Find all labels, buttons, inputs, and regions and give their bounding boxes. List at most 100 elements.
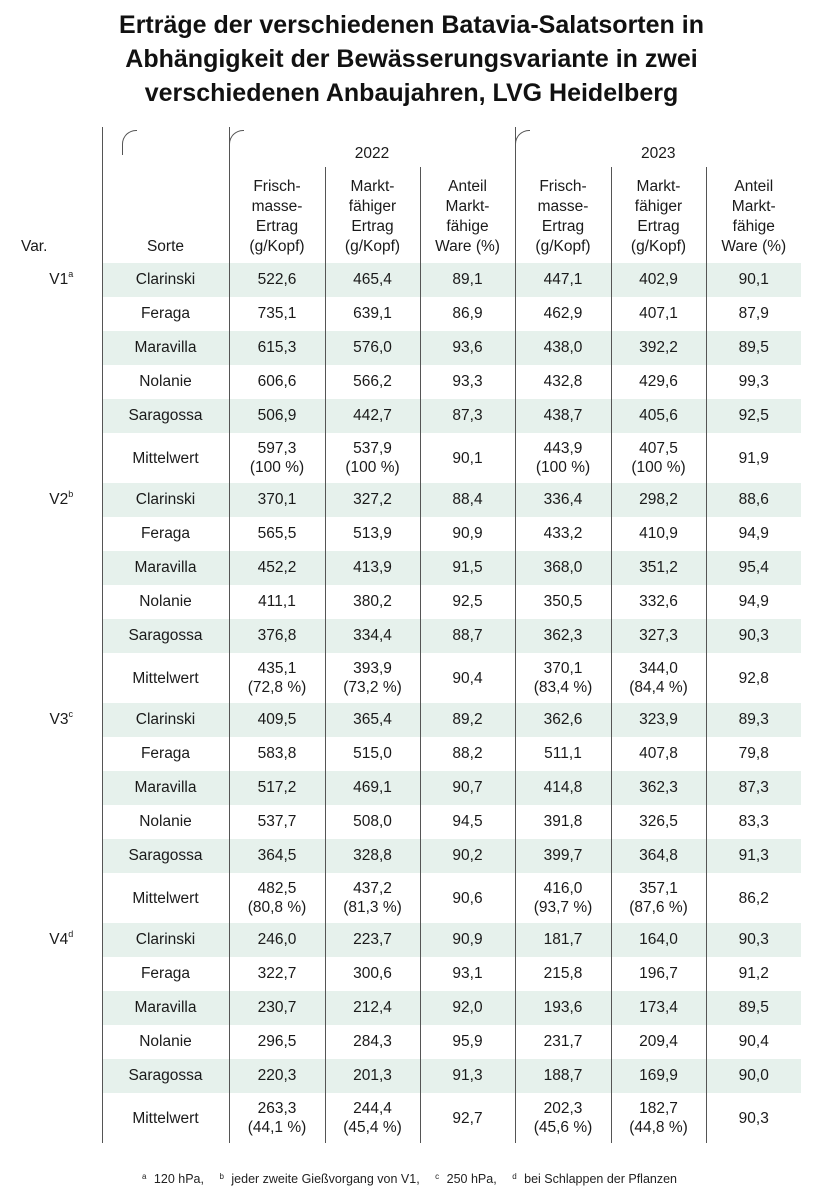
footnote-c: c 250 hPa, [435, 1172, 497, 1186]
percent-of-v1: (44,8 %) [629, 1119, 688, 1136]
value-cell-m23: 327,3 [610, 619, 706, 653]
value: 482,5 [257, 880, 297, 897]
value: 212,4 [353, 999, 392, 1016]
sorte-cell: Mittelwert [101, 653, 229, 703]
value: 506,9 [257, 407, 297, 424]
value-cell-m22: 284,3 [324, 1025, 420, 1059]
value-cell-f23: 202,3 (45,6 %) [514, 1093, 611, 1143]
value: 91,2 [738, 965, 769, 982]
value: 407,1 [639, 305, 678, 322]
value-cell-m23: 209,4 [610, 1025, 706, 1059]
value-cell-a23: 83,3 [705, 805, 802, 839]
value: 639,1 [353, 305, 392, 322]
value-cell-a22: 91,5 [419, 551, 515, 585]
var-cell [21, 1059, 102, 1093]
value-cell-m23: 407,8 [610, 737, 706, 771]
value-cell-a23: 92,8 [705, 653, 802, 703]
value-cell-f22: 606,6 [228, 365, 325, 399]
table-row: V3c Clarinski 409,5 365,4 89,2 362,6 323,9 89,3 [21, 703, 802, 737]
value: 95,4 [738, 559, 769, 576]
value: 90,9 [452, 931, 483, 948]
value: 89,3 [738, 711, 769, 728]
value-cell-m23: 357,1 (87,6 %) [610, 873, 706, 923]
value: 93,6 [452, 339, 483, 356]
value-cell-a22: 90,6 [419, 873, 515, 923]
percent-of-v1: (100 %) [535, 459, 591, 476]
value: 93,1 [452, 965, 483, 982]
table-row: V2b Clarinski 370,1 327,2 88,4 336,4 298,2 88,6 [21, 483, 802, 517]
percent-of-v1: (44,1 %) [247, 1119, 307, 1136]
value: 380,2 [353, 593, 392, 610]
value: 181,7 [543, 931, 583, 948]
yield-table: 2022 2023 Var. Sorte Frisch-masse- Ertrag… [21, 127, 802, 1143]
value-cell-m22: 244,4 (45,4 %) [324, 1093, 420, 1143]
sorte-cell: Clarinski [101, 703, 229, 737]
table-row: Saragossa 364,5 328,8 90,2 399,7 364,8 91,3 [21, 839, 802, 873]
value-cell-a22: 89,1 [419, 263, 515, 297]
value: 231,7 [543, 1033, 583, 1050]
value-cell-a23: 99,3 [705, 365, 802, 399]
value: 91,5 [452, 559, 483, 576]
sorte-cell: Nolanie [101, 585, 229, 619]
value: 202,3 [543, 1100, 583, 1117]
sorte-cell: Maravilla [101, 551, 229, 585]
value-cell-a22: 88,2 [419, 737, 515, 771]
value: 537,7 [257, 813, 297, 830]
value-cell-f22: 537,7 [228, 805, 325, 839]
table-row: Maravilla 230,7 212,4 92,0 193,6 173,4 89,5 [21, 991, 802, 1025]
value-cell-m22: 537,9 (100 %) [324, 433, 420, 483]
marktfaehig-header-2023: Markt-fähiger Ertrag (g/Kopf) [610, 167, 706, 263]
value-cell-f22: 364,5 [228, 839, 325, 873]
value: 392,2 [639, 339, 678, 356]
value-cell-a22: 88,4 [419, 483, 515, 517]
value-cell-f23: 370,1 (83,4 %) [514, 653, 611, 703]
value: 90,3 [738, 931, 769, 948]
value-cell-f22: 322,7 [228, 957, 325, 991]
var-cell [21, 517, 102, 551]
value-cell-m22: 393,9 (73,2 %) [324, 653, 420, 703]
value-cell-m23: 169,9 [610, 1059, 706, 1093]
value: 407,5 [639, 440, 678, 457]
value-cell-f22: 565,5 [228, 517, 325, 551]
value: 220,3 [257, 1067, 297, 1084]
value: 90,0 [738, 1067, 769, 1084]
value-cell-a23: 91,3 [705, 839, 802, 873]
value-cell-a22: 92,7 [419, 1093, 515, 1143]
anteil-header-2022: Anteil Markt-fähige Ware (%) [419, 167, 515, 263]
mean-row: Mittelwert 435,1 (72,8 %) 393,9 (73,2 %) 90,4… [21, 653, 802, 703]
value: 169,9 [639, 1067, 678, 1084]
value-cell-m23: 405,6 [610, 399, 706, 433]
sorte-header: Sorte [101, 167, 229, 263]
value: 89,5 [738, 999, 769, 1016]
var-cell [21, 399, 102, 433]
sorte-cell: Feraga [101, 517, 229, 551]
value: 90,4 [738, 1033, 769, 1050]
value-cell-m22: 223,7 [324, 923, 420, 957]
value-cell-f23: 391,8 [514, 805, 611, 839]
value-cell-a22: 93,3 [419, 365, 515, 399]
value-cell-f23: 462,9 [514, 297, 611, 331]
value: 407,8 [639, 745, 678, 762]
percent-of-v1: (81,3 %) [343, 899, 402, 916]
value-cell-a23: 92,5 [705, 399, 802, 433]
value-cell-a22: 90,1 [419, 433, 515, 483]
value: 90,4 [452, 669, 483, 687]
value-cell-m23: 407,5 (100 %) [610, 433, 706, 483]
value: 413,9 [353, 559, 392, 576]
mean-row: Mittelwert 482,5 (80,8 %) 437,2 (81,3 %) 90,6… [21, 873, 802, 923]
var-cell [21, 653, 102, 703]
value: 90,7 [452, 779, 483, 796]
value-cell-f22: 409,5 [228, 703, 325, 737]
value: 88,6 [738, 491, 769, 508]
sorte-cell: Mittelwert [101, 873, 229, 923]
var-cell [21, 1025, 102, 1059]
value-cell-a22: 87,3 [419, 399, 515, 433]
value-cell-m22: 639,1 [324, 297, 420, 331]
var-cell: V2b [21, 483, 102, 517]
value-cell-f23: 438,0 [514, 331, 611, 365]
value-cell-a23: 95,4 [705, 551, 802, 585]
value: 173,4 [639, 999, 678, 1016]
value: 327,3 [639, 627, 678, 644]
sorte-cell: Maravilla [101, 331, 229, 365]
value: 409,5 [257, 711, 297, 728]
